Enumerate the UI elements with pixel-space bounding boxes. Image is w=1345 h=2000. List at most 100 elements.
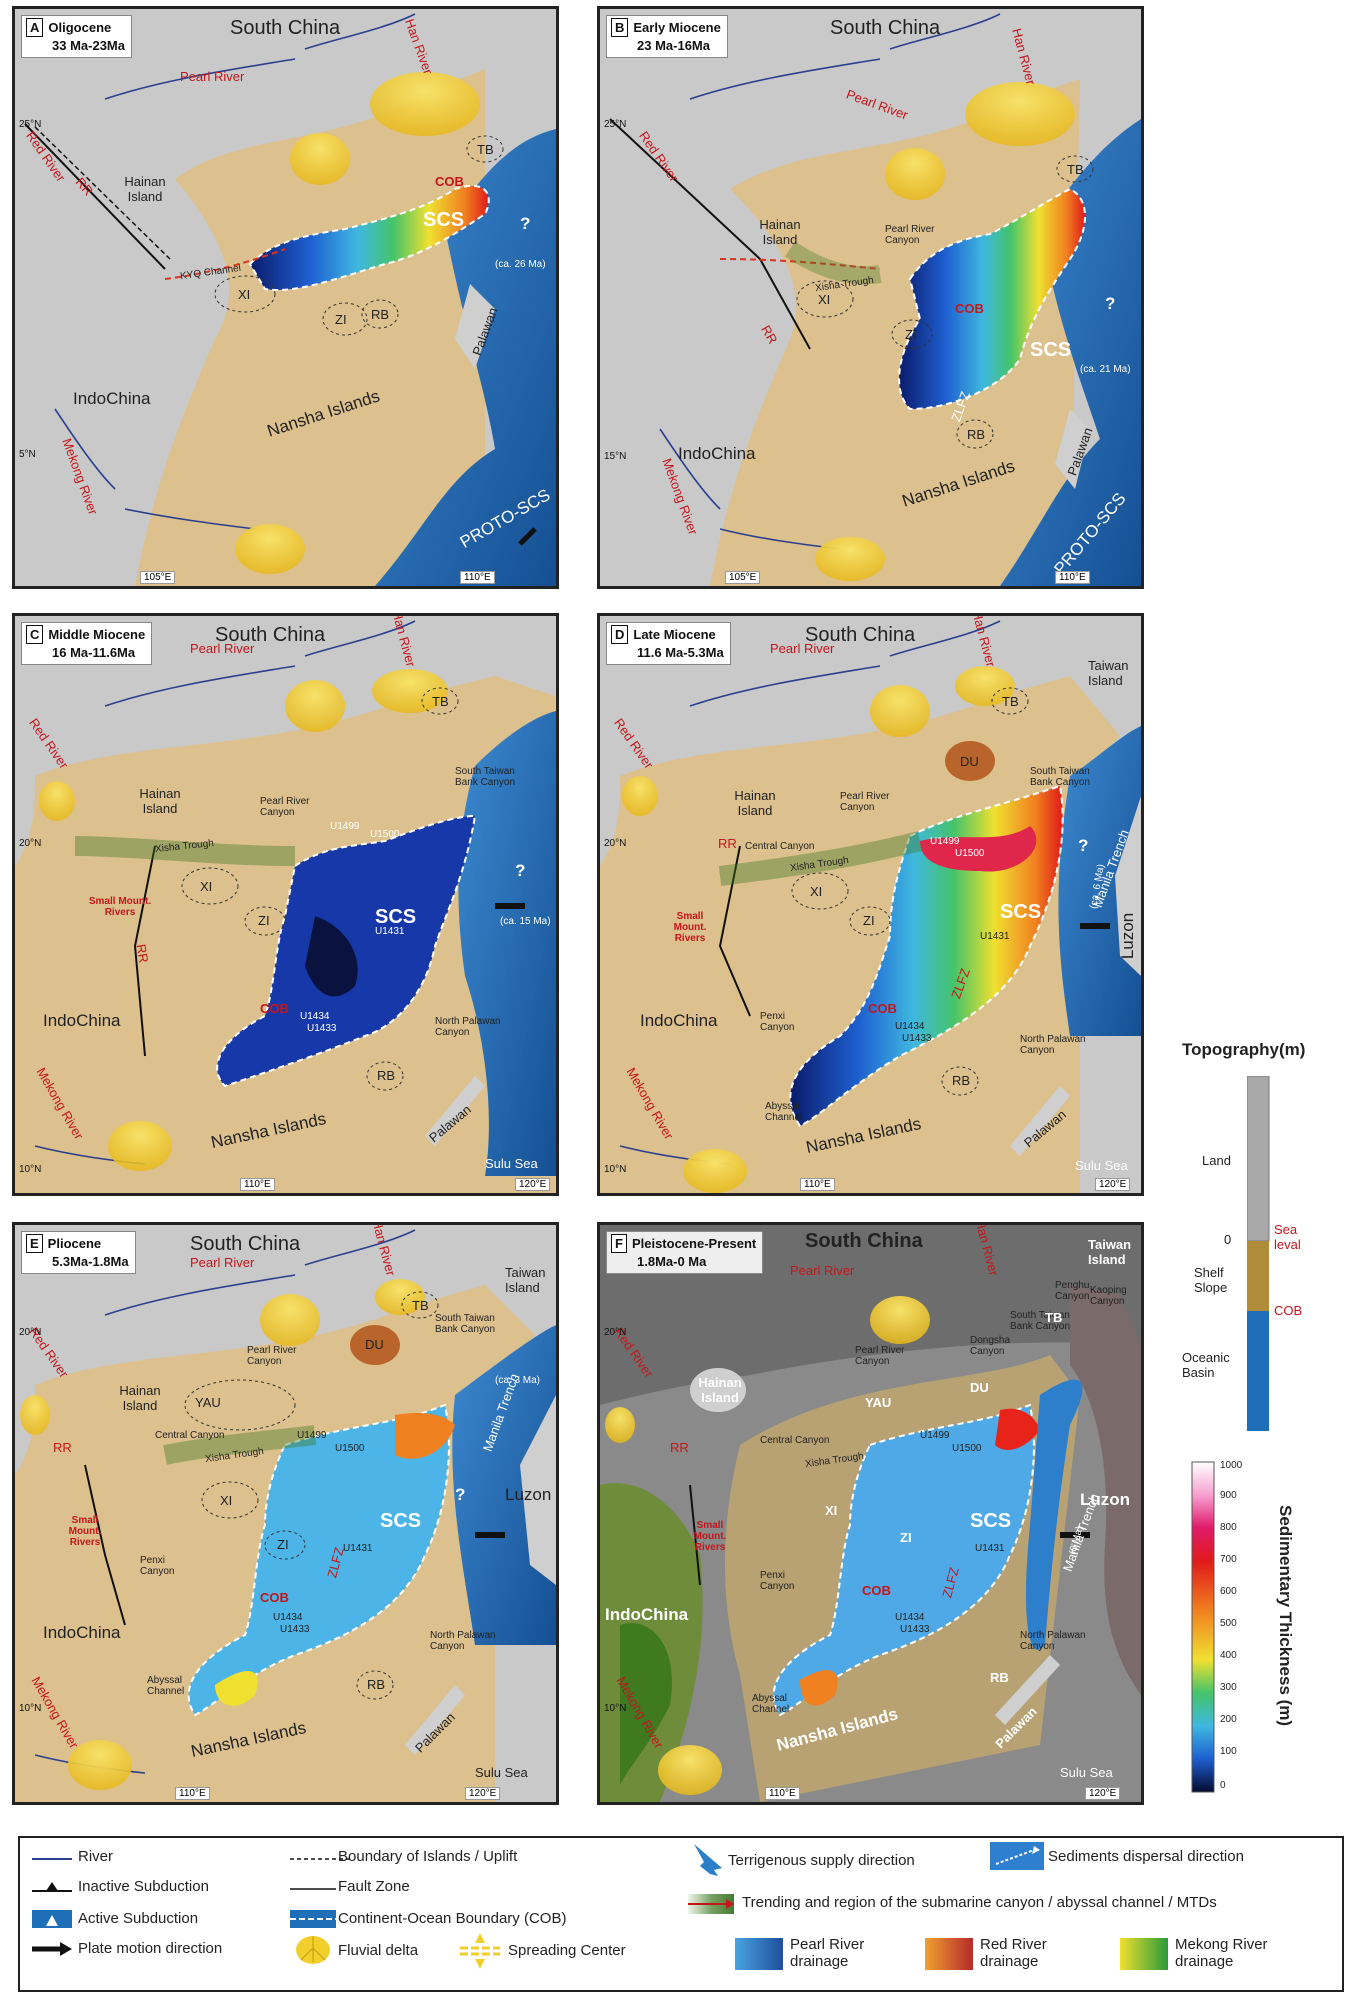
site-u1500: U1500 (335, 1443, 365, 1454)
sed-tick: 500 (1220, 1618, 1237, 1629)
sed-tick: 0 (1220, 1780, 1226, 1791)
label-rb: RB (367, 1677, 386, 1692)
panel-f-pleistocene-present: F Pleistocene-Present 1.8Ma-0 Ma South Chi… (597, 1222, 1144, 1805)
label-stb-canyon: South Taiwan Bank Canyon (1030, 766, 1091, 788)
map-base-c (15, 616, 556, 1193)
label-tb: TB (477, 142, 494, 157)
label-scs: SCS (375, 906, 417, 928)
lon-label-1: 110°E (765, 1787, 800, 1800)
canyon-trend-icon (688, 1894, 734, 1914)
label-south-china: South China (805, 624, 916, 646)
topography-legend: Topography(m) Land 0 Sea leval Shelf Slo… (1162, 1040, 1332, 1431)
sed-tick: 100 (1220, 1746, 1237, 1757)
label-zi: ZI (863, 913, 875, 928)
site-u1500: U1500 (952, 1443, 982, 1454)
label-penghu: Penghu Canyon (1055, 1280, 1090, 1302)
site-u1431: U1431 (375, 926, 405, 937)
label-south-china: South China (830, 17, 941, 39)
label-unknown-q: ? (455, 1485, 466, 1504)
site-u1499: U1499 (297, 1430, 327, 1441)
site-u1433: U1433 (307, 1023, 337, 1034)
label-taiwan: Taiwan Island (1088, 1237, 1132, 1267)
label-hainan: Hainan Island (698, 1375, 742, 1405)
legend-active: Active Subduction (78, 1910, 199, 1927)
label-pearl-river: Pearl River (770, 641, 835, 656)
label-small-rivers: Small Mount. Rivers (88, 896, 152, 918)
label-rb: RB (377, 1068, 396, 1083)
label-tb: TB (1002, 694, 1019, 709)
label-south-china: South China (805, 1230, 923, 1252)
label-zi: ZI (335, 312, 347, 327)
label-penxi: Penxi Canyon (760, 1011, 795, 1033)
sed-tick: 300 (1220, 1682, 1237, 1693)
legend-plate: Plate motion direction (78, 1940, 223, 1957)
cob-icon (290, 1910, 336, 1928)
lon-label-2: 120°E (1085, 1787, 1121, 1800)
terrigenous-arrow-icon (694, 1844, 722, 1876)
panel-c-title: C Middle Miocene 16 Ma-11.6Ma (21, 622, 153, 665)
topography-oceanic: Oceanic Basin (1182, 1350, 1230, 1380)
label-npc: North Palawan Canyon (1020, 1034, 1086, 1056)
legend-red: Red River drainage (980, 1936, 1047, 1970)
label-luzon: Luzon (1118, 912, 1138, 960)
label-penxi: Penxi Canyon (140, 1555, 175, 1577)
label-xi: XI (825, 1503, 838, 1518)
label-tb: TB (1045, 1310, 1063, 1325)
lon-label-1: 110°E (800, 1178, 835, 1191)
label-indochina: IndoChina (43, 1011, 121, 1030)
label-age-note: (ca. 15 Ma) (500, 916, 551, 927)
label-tb: TB (412, 1298, 429, 1313)
lon-label-2: 120°E (515, 1178, 551, 1191)
label-hainan: Hainan Island (759, 217, 801, 247)
label-hainan: Hainan Island (124, 174, 166, 204)
panel-c-middle-miocene: C Middle Miocene 16 Ma-11.6Ma South China … (12, 613, 559, 1196)
lon-label-2: 120°E (1095, 1178, 1131, 1191)
label-cob: COB (435, 174, 464, 189)
boundary-icon (290, 1858, 350, 1860)
site-u1500: U1500 (955, 848, 985, 859)
label-du: DU (960, 754, 979, 769)
sed-tick: 800 (1220, 1522, 1237, 1533)
site-u1434: U1434 (300, 1011, 330, 1022)
label-rb: RB (990, 1670, 1009, 1685)
map-base-b (600, 9, 1141, 586)
label-xi: XI (238, 287, 251, 302)
legend-terrigenous: Terrigenous supply direction (728, 1852, 915, 1869)
panel-f-title: F Pleistocene-Present 1.8Ma-0 Ma (606, 1231, 764, 1274)
dispersal-arrow-icon (990, 1842, 1044, 1870)
label-canyon: Pearl River Canyon (855, 1345, 905, 1367)
lon-label-1: 105°E (140, 571, 176, 584)
label-indochina: IndoChina (43, 1623, 121, 1642)
label-xi: XI (200, 879, 213, 894)
lat-label-1: 25°N (604, 119, 627, 130)
label-central: Central Canyon (760, 1435, 830, 1446)
topography-shelf: Shelf Slope (1194, 1265, 1228, 1295)
label-small-rivers: Small Mount. Rivers (68, 1515, 102, 1548)
label-yau: YAU (195, 1395, 221, 1410)
topography-zero: 0 (1224, 1232, 1232, 1247)
label-sulu: Sulu Sea (1060, 1765, 1113, 1780)
label-sulu: Sulu Sea (485, 1156, 538, 1171)
label-hainan: Hainan Island (734, 788, 776, 818)
label-cob: COB (862, 1583, 891, 1598)
legend-fault: Fault Zone (338, 1878, 410, 1895)
label-rr: RR (670, 1440, 689, 1455)
label-central: Central Canyon (155, 1430, 225, 1441)
sed-tick: 600 (1220, 1586, 1237, 1597)
label-yau: YAU (865, 1395, 892, 1410)
label-npc: North Palawan Canyon (435, 1016, 501, 1038)
label-small-rivers: Small Mount. Rivers (673, 911, 707, 944)
label-scs: SCS (1030, 339, 1072, 361)
label-rr: RR (53, 1440, 72, 1455)
label-stb-canyon: South Taiwan Bank Canyon (1010, 1310, 1071, 1332)
panel-a-oligocene: A Oligocene 33 Ma-23Ma South China IndoChi… (12, 6, 559, 589)
label-npc: North Palawan Canyon (1020, 1630, 1086, 1652)
label-tb: TB (432, 694, 449, 709)
sed-tick: 400 (1220, 1650, 1237, 1661)
lat-label-1: 20°N (604, 1327, 627, 1338)
spreading-center-icon (460, 1933, 500, 1969)
site-u1500: U1500 (370, 829, 400, 840)
lat-label-2: 10°N (19, 1164, 42, 1175)
panel-b-title: B Early Miocene 23 Ma-16Ma (606, 15, 728, 58)
label-luzon: Luzon (505, 1485, 552, 1504)
